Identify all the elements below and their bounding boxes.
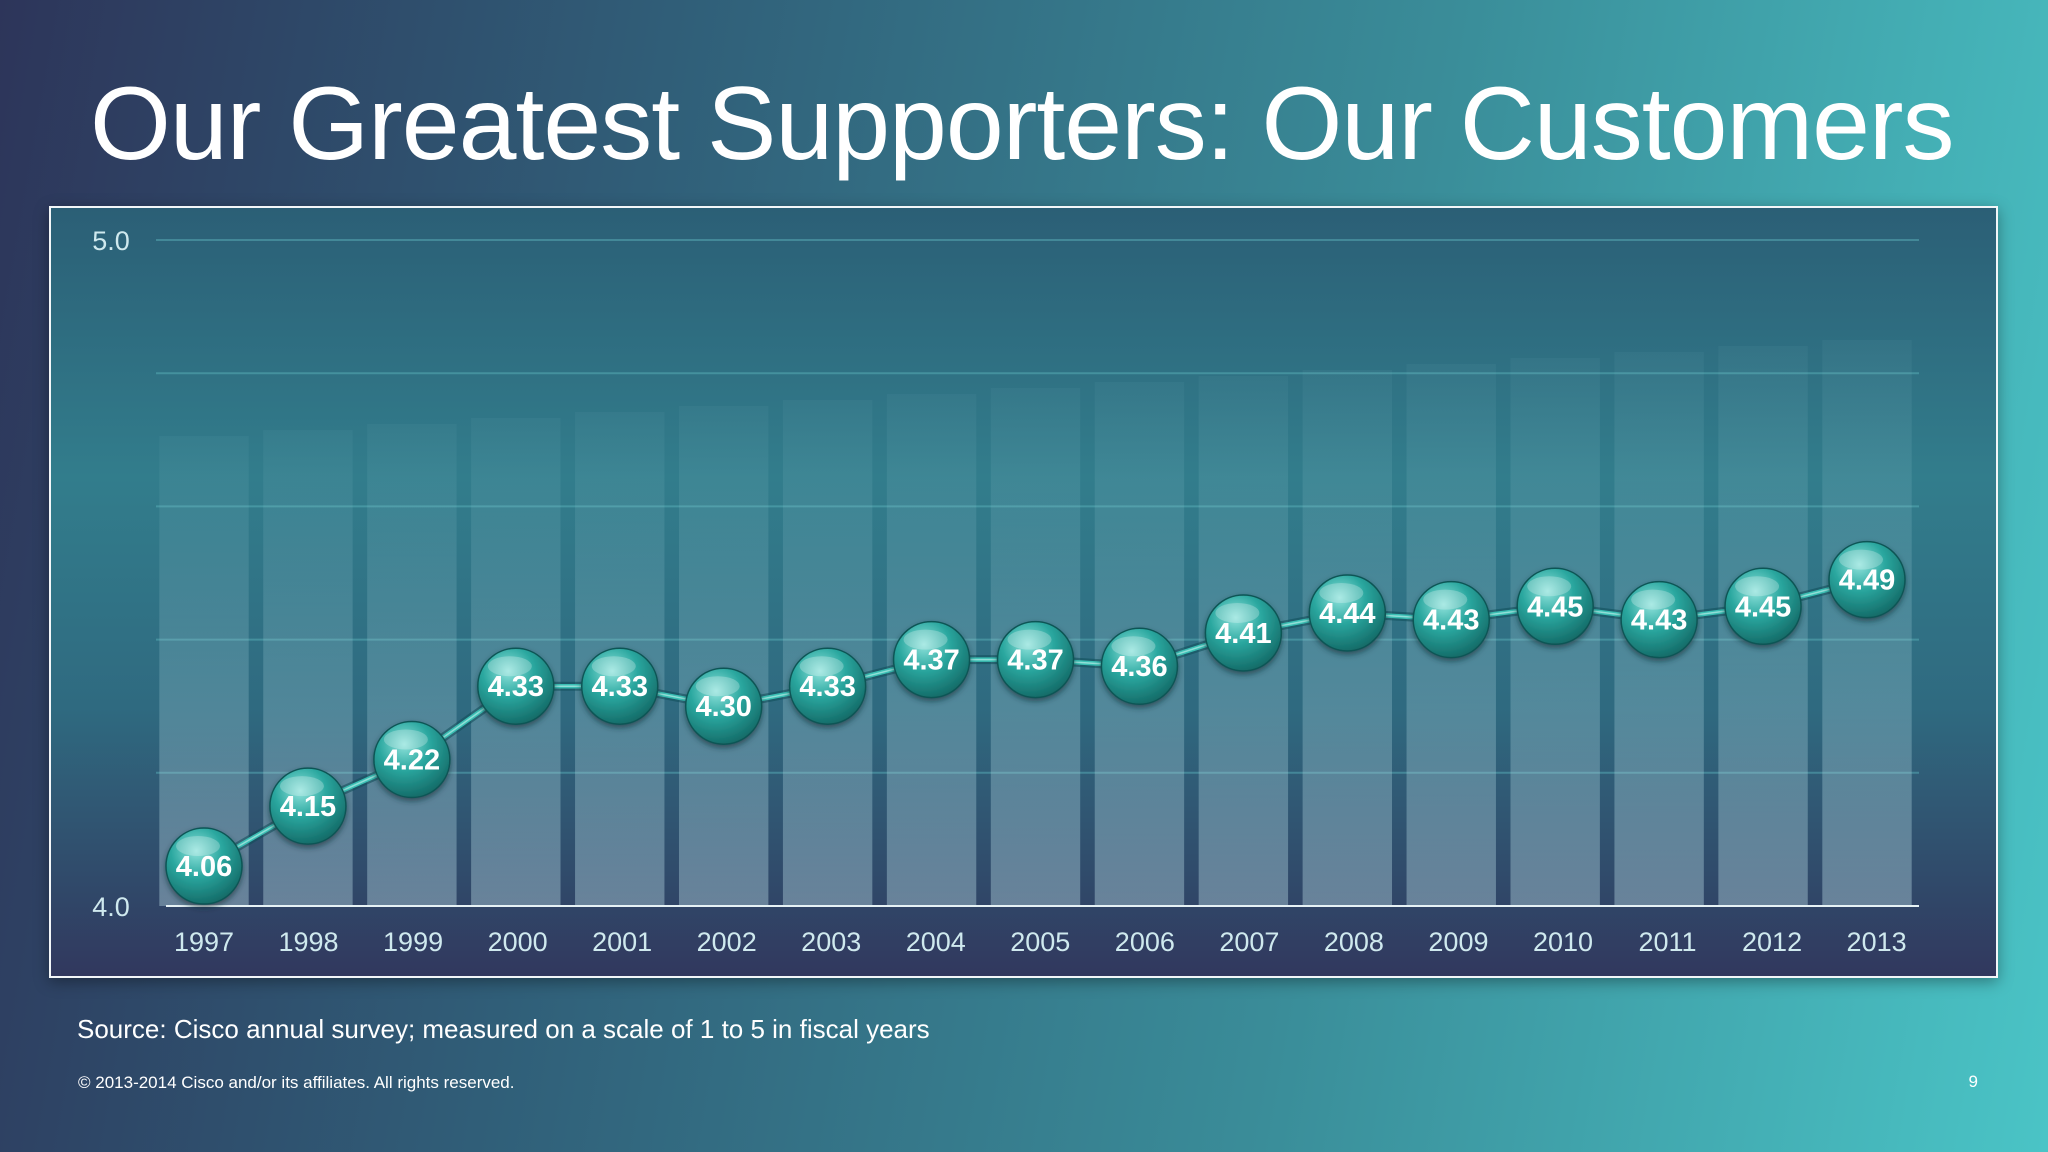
data-point: 4.44: [1308, 574, 1387, 652]
data-point: 4.37: [892, 620, 971, 699]
x-tick-label: 2008: [1324, 927, 1384, 957]
data-point-marker: [477, 647, 555, 725]
data-point-marker: [1204, 594, 1283, 672]
x-tick-label: 2001: [592, 927, 652, 957]
x-tick-label: 2010: [1533, 927, 1593, 957]
data-point-marker: [1724, 567, 1802, 646]
data-label: 4.43: [1631, 605, 1687, 637]
background-column: [367, 424, 457, 906]
x-tick-label: 2012: [1742, 927, 1802, 957]
data-point-marker: [1100, 627, 1179, 705]
x-tick-label: 2013: [1847, 927, 1907, 957]
source-note: Source: Cisco annual survey; measured on…: [77, 1014, 930, 1044]
data-label: 4.45: [1527, 591, 1583, 623]
x-tick-label: 2005: [1010, 927, 1070, 957]
data-label: 4.15: [280, 791, 336, 823]
marker-gloss: [487, 656, 532, 677]
data-label: 4.33: [799, 671, 855, 703]
data-point: 4.33: [477, 647, 555, 725]
marker-gloss: [1631, 589, 1676, 610]
data-point-marker: [1516, 567, 1594, 646]
data-label: 4.33: [592, 671, 648, 703]
page-number: 9: [1968, 1072, 1978, 1091]
data-point-marker: [1308, 574, 1387, 652]
chart-panel: 4.06 4.15 4.22 4.33 4.33 4.30 4.33 4.37 4.37 4.36…: [49, 206, 1998, 978]
data-point-marker: [165, 827, 243, 905]
x-tick-label: 2011: [1638, 927, 1696, 957]
data-point-marker: [581, 647, 659, 725]
data-point-marker: [1620, 580, 1698, 659]
data-label: 4.33: [488, 671, 544, 703]
data-point: 4.30: [684, 667, 763, 745]
data-point: 4.41: [1204, 594, 1283, 672]
data-label: 4.37: [903, 645, 959, 677]
data-point-marker: [996, 620, 1075, 699]
data-label: 4.36: [1111, 651, 1167, 683]
data-label: 4.30: [695, 691, 751, 723]
x-tick-label: 2003: [801, 927, 861, 957]
slide-title: Our Greatest Supporters: Our Customers: [90, 66, 1955, 182]
data-label: 4.45: [1735, 591, 1791, 623]
data-point-marker: [788, 647, 867, 725]
x-tick-label: 2000: [488, 927, 548, 957]
x-tick-label: 2007: [1219, 927, 1279, 957]
marker-gloss: [1527, 576, 1572, 597]
marker-gloss: [1111, 636, 1156, 657]
marker-gloss: [695, 676, 740, 697]
x-tick-label: 2006: [1115, 927, 1175, 957]
background-column: [678, 406, 769, 906]
data-point: 4.15: [269, 767, 347, 845]
background-column: [1822, 340, 1912, 906]
data-point-marker: [684, 667, 763, 745]
line-chart: 4.06 4.15 4.22 4.33 4.33 4.30 4.33 4.37 4.37 4.36…: [92, 226, 1919, 957]
data-point: 4.43: [1412, 580, 1490, 659]
data-point: 4.43: [1620, 580, 1698, 659]
x-tick-label: 2009: [1428, 927, 1488, 957]
x-tick-label: 2002: [697, 927, 757, 957]
marker-gloss: [383, 729, 428, 750]
x-tick-label: 1998: [278, 927, 338, 957]
y-tick-label: 5.0: [92, 226, 130, 256]
data-point: 4.45: [1724, 567, 1802, 646]
marker-gloss: [1007, 629, 1052, 650]
data-point: 4.33: [581, 647, 659, 725]
data-label: 4.41: [1215, 618, 1271, 650]
x-tick-label: 1997: [174, 927, 234, 957]
x-tick-label: 2004: [906, 927, 966, 957]
y-tick-label: 4.0: [92, 892, 130, 922]
data-label: 4.06: [176, 851, 232, 883]
data-point-marker: [269, 767, 347, 845]
marker-gloss: [591, 656, 636, 677]
data-point: 4.06: [165, 827, 243, 905]
data-point: 4.36: [1100, 627, 1179, 705]
data-point: 4.49: [1828, 540, 1906, 619]
marker-gloss: [279, 776, 324, 797]
x-tick-label: 1999: [383, 927, 443, 957]
marker-gloss: [1423, 589, 1468, 610]
copyright-notice: © 2013-2014 Cisco and/or its affiliates.…: [78, 1073, 515, 1092]
data-point-marker: [373, 720, 451, 799]
marker-gloss: [1215, 602, 1260, 623]
data-point: 4.37: [996, 620, 1075, 699]
marker-gloss: [903, 629, 948, 650]
data-label: 4.49: [1839, 565, 1895, 597]
data-point-marker: [892, 620, 971, 699]
marker-gloss: [1839, 549, 1883, 570]
data-point: 4.33: [788, 647, 867, 725]
data-label: 4.44: [1319, 598, 1375, 630]
data-point-marker: [1412, 580, 1490, 659]
marker-gloss: [1735, 576, 1780, 597]
marker-gloss: [176, 836, 220, 857]
data-label: 4.43: [1423, 605, 1479, 637]
marker-gloss: [799, 656, 844, 677]
marker-gloss: [1319, 582, 1364, 603]
data-point-marker: [1828, 540, 1906, 619]
data-point: 4.22: [373, 720, 451, 799]
data-label: 4.37: [1007, 645, 1063, 677]
data-label: 4.22: [384, 744, 440, 776]
data-point: 4.45: [1516, 567, 1594, 646]
